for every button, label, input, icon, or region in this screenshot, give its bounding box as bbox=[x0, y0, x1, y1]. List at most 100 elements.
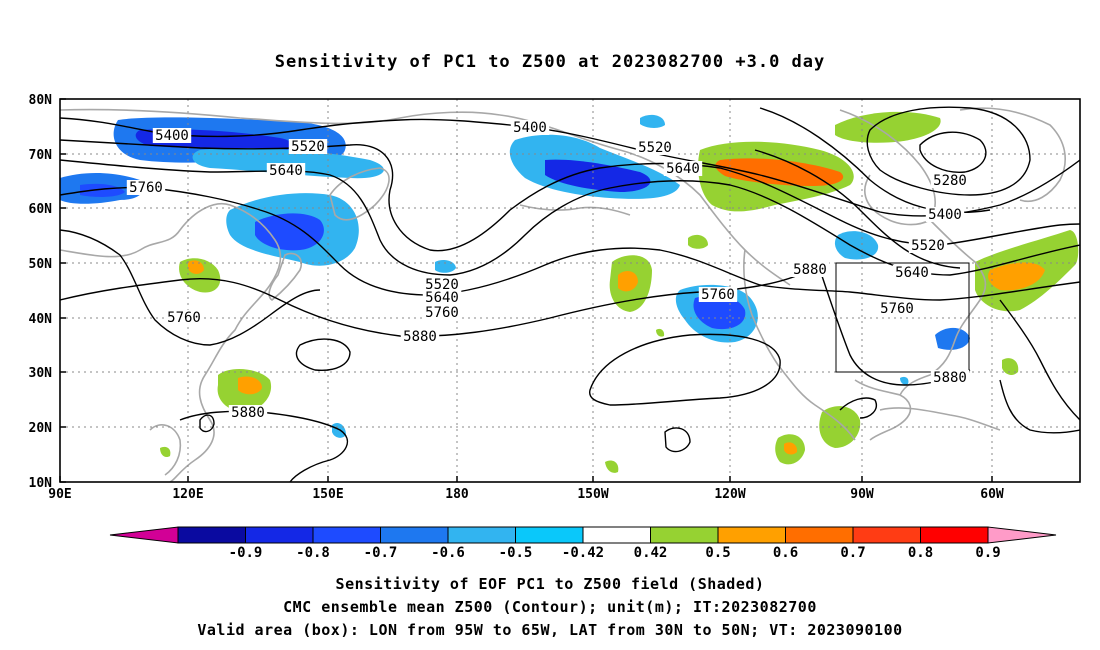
colorbar-tick-label: 0.5 bbox=[705, 545, 730, 561]
lat-tick-label: 60N bbox=[29, 202, 53, 217]
contour-label: 5400 bbox=[155, 128, 189, 144]
contour-label: 5760 bbox=[129, 180, 163, 196]
lon-tick-label: 180 bbox=[445, 487, 469, 502]
colorbar-segment bbox=[312, 526, 381, 544]
lon-tick-label: 150W bbox=[577, 487, 608, 502]
contour-label-bg bbox=[790, 262, 830, 277]
graticule bbox=[60, 99, 1080, 482]
colorbar-tick-label: 0.6 bbox=[773, 545, 798, 561]
shade-pos-scs-core bbox=[238, 376, 262, 395]
contour-label-bg bbox=[288, 139, 328, 154]
contour-closed-arctic bbox=[919, 131, 987, 173]
coast-indochina bbox=[149, 424, 182, 476]
contour-label: 5640 bbox=[425, 290, 459, 306]
colorbar-tick-label: 0.42 bbox=[634, 545, 668, 561]
contour-label-bg bbox=[228, 405, 268, 420]
lat-tick-label: 70N bbox=[29, 148, 53, 163]
colorbar-high-triangle bbox=[987, 526, 1057, 544]
caption-shading: Sensitivity of EOF PC1 to Z500 field (Sh… bbox=[335, 575, 765, 593]
lon-tick-label: 120E bbox=[172, 487, 203, 502]
colorbar-segment bbox=[650, 526, 719, 544]
coast-asia-north bbox=[60, 108, 501, 125]
colorbar-segment bbox=[515, 526, 584, 544]
shade-neg-gulf-alaska bbox=[834, 231, 879, 260]
colorbar-segment bbox=[380, 526, 449, 544]
shade-neg-small-2 bbox=[332, 423, 346, 438]
contour-label: 5520 bbox=[425, 277, 459, 293]
valid-area-box bbox=[835, 262, 970, 373]
shade-neg-small-3 bbox=[640, 114, 665, 128]
colorbar-segment bbox=[785, 526, 854, 544]
shade-neg-bering-core bbox=[545, 159, 651, 192]
colorbar-tick-label: -0.42 bbox=[562, 545, 604, 561]
shade-pos-small-4 bbox=[605, 460, 619, 473]
shade-pos-small-2 bbox=[1002, 358, 1019, 375]
contour-label-bg bbox=[152, 128, 192, 143]
shade-pos-japan-core bbox=[188, 260, 204, 274]
contour-label: 5400 bbox=[513, 120, 547, 136]
contour-label: 5640 bbox=[666, 161, 700, 177]
colorbar-tick-label: 0.7 bbox=[840, 545, 865, 561]
colorbar-tick-label: 0.9 bbox=[975, 545, 1000, 561]
colorbar-segment bbox=[852, 526, 921, 544]
shade-pos-arctic bbox=[835, 111, 941, 143]
contour-label: 5520 bbox=[638, 140, 672, 156]
lat-tick-label: 20N bbox=[29, 421, 53, 436]
contour-label: 5760 bbox=[425, 305, 459, 321]
contour-5880-south bbox=[179, 410, 349, 482]
shade-neg-small-1 bbox=[435, 260, 456, 273]
lon-tick-label: 60W bbox=[980, 487, 1004, 502]
colorbar-segment bbox=[582, 526, 651, 544]
figure-title: Sensitivity of PC1 to Z500 at 2023082700… bbox=[274, 52, 826, 72]
colorbar-segment bbox=[245, 526, 314, 544]
contour-label-bg bbox=[266, 163, 306, 178]
coast-na-west bbox=[743, 249, 856, 441]
contour-label-bg bbox=[663, 161, 703, 176]
contour-label: 5280 bbox=[933, 173, 967, 189]
coast-greenland bbox=[959, 107, 1066, 202]
lon-tick-label: 150E bbox=[312, 487, 343, 502]
colorbar-segment bbox=[177, 526, 246, 544]
contour-5760-japan bbox=[60, 229, 321, 346]
contour-closed-pacific bbox=[588, 333, 781, 406]
shade-neg-siberia-core bbox=[255, 213, 324, 251]
contour-label: 5760 bbox=[880, 301, 914, 317]
contour-label: 5640 bbox=[895, 265, 929, 281]
shade-neg-small-4 bbox=[900, 376, 909, 385]
contour-label-bg bbox=[164, 310, 204, 325]
colorbar-segment bbox=[920, 526, 989, 544]
contour-closed-3 bbox=[664, 427, 691, 453]
colorbar-tick-label: 0.8 bbox=[908, 545, 933, 561]
contour-label-bg bbox=[930, 370, 970, 385]
colorbar-tick-label: -0.8 bbox=[296, 545, 330, 561]
shade-pos-atlantic-core bbox=[988, 262, 1045, 291]
contour-label: 5880 bbox=[933, 370, 967, 386]
caption-valid-area: Valid area (box): LON from 95W to 65W, L… bbox=[197, 621, 903, 639]
shade-pos-small-3 bbox=[160, 446, 171, 458]
colorbar: -0.9 -0.8 -0.7 -0.6 -0.5 -0.42 0.42 0.5 0.6 0.7 0.… bbox=[109, 526, 1057, 561]
contour-label-bg bbox=[422, 277, 462, 292]
contour-label: 5880 bbox=[403, 329, 437, 345]
contour-central-am bbox=[839, 397, 877, 419]
contour-5760-west bbox=[60, 186, 1080, 301]
lat-tick-label: 40N bbox=[29, 312, 53, 327]
contour-label-bg bbox=[698, 287, 738, 302]
lon-tick-label: 120W bbox=[714, 487, 745, 502]
contour-label: 5400 bbox=[928, 207, 962, 223]
shade-neg-atlantic bbox=[935, 327, 970, 350]
lat-tick-label: 10N bbox=[29, 476, 53, 491]
contour-label-bg bbox=[400, 329, 440, 344]
contour-label-bg bbox=[510, 120, 550, 135]
contour-5280 bbox=[866, 106, 1031, 196]
contour-label: 5520 bbox=[911, 238, 945, 254]
shade-pos-mexico-2-core bbox=[784, 442, 798, 455]
lat-tick-label: 50N bbox=[29, 257, 53, 272]
contour-label: 5520 bbox=[291, 139, 325, 155]
caption-contour: CMC ensemble mean Z500 (Contour); unit(m… bbox=[283, 598, 817, 616]
colorbar-segment bbox=[447, 526, 516, 544]
coast-na-east bbox=[899, 219, 987, 396]
contour-label: 5760 bbox=[167, 310, 201, 326]
lon-tick-label: 90W bbox=[850, 487, 874, 502]
